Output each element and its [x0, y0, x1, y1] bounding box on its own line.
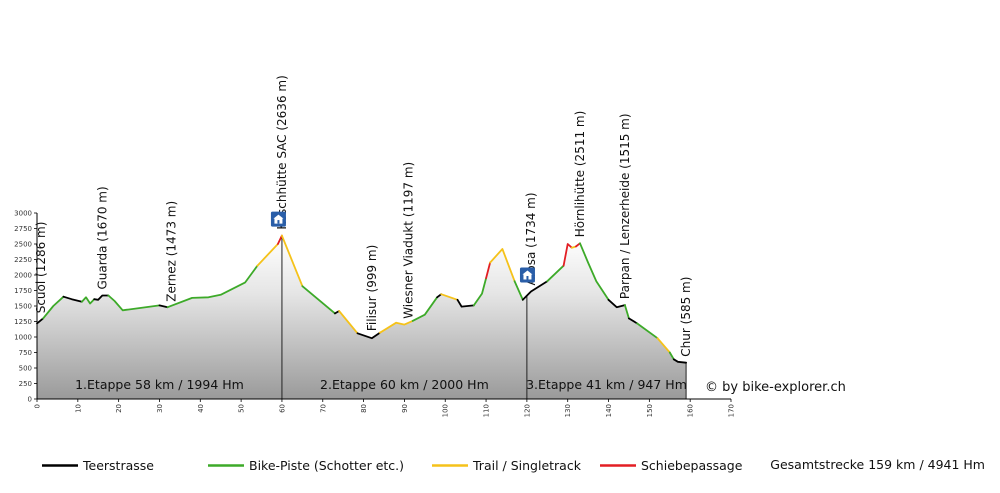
y-tick-label: 0	[28, 396, 32, 404]
stage-label: 2.Etappe 60 km / 2000 Hm	[320, 377, 489, 392]
profile-area-fill	[37, 235, 687, 399]
profile-segment-trail-singletrack	[656, 337, 671, 354]
stage-label: 1.Etappe 58 km / 1994 Hm	[75, 377, 244, 392]
x-tick-label: 70	[319, 404, 327, 413]
x-tick-label: 0	[34, 404, 42, 408]
x-tick-label: 90	[401, 404, 409, 413]
profile-segment-bike-piste-schotter-etc	[301, 285, 336, 315]
place-label-parpan-lenzerheide-1515-m: Parpan / Lenzerheide (1515 m)	[618, 113, 632, 299]
profile-segment-trail-singletrack	[338, 310, 359, 335]
place-label-keschhutte-sac-2636-m: Keschhütte SAC (2636 m)	[275, 75, 289, 229]
profile-segment-bike-piste-schotter-etc	[668, 351, 675, 361]
x-tick-label: 130	[564, 404, 572, 417]
profile-segment-teerstrasse	[158, 304, 169, 309]
y-tick-label: 3000	[14, 210, 32, 218]
legend: Teerstrasse Bike-Piste (Schotter etc.) Tra…	[42, 458, 743, 473]
x-tick-label: 40	[197, 404, 205, 413]
legend-label: Trail / Singletrack	[472, 458, 582, 473]
profile-segment-trail-singletrack	[256, 243, 279, 267]
legend-label: Bike-Piste (Schotter etc.)	[249, 458, 404, 473]
place-label-wiesner-viadukt-1197-m: Wiesner Viadukt (1197 m)	[401, 162, 415, 319]
legend-item-teerstrasse: Teerstrasse	[42, 458, 154, 473]
place-label-filisur-999-m: Filisur (999 m)	[365, 245, 379, 331]
profile-segment-schiebepassage	[562, 243, 573, 267]
x-tick-label: 110	[483, 404, 491, 417]
stage-label-layer: 1.Etappe 58 km / 1994 Hm 2.Etappe 60 km /…	[75, 377, 687, 392]
profile-segment-trail-singletrack	[280, 234, 304, 288]
profile-segment-bike-piste-schotter-etc	[166, 264, 259, 309]
x-tick-label: 50	[238, 404, 246, 413]
profile-segment-teerstrasse	[36, 317, 44, 325]
profile-segment-bike-piste-schotter-etc	[636, 322, 659, 340]
y-tick-label: 250	[19, 380, 32, 388]
profile-segment-bike-piste-schotter-etc	[411, 296, 439, 322]
profile-segment-bike-piste-schotter-etc	[107, 294, 161, 312]
profile-segment-teerstrasse	[456, 298, 475, 308]
x-tick-label: 140	[605, 404, 613, 417]
profile-segment-teerstrasse	[672, 358, 687, 364]
profile-segment-trail-singletrack	[489, 248, 516, 283]
x-tick-label: 160	[687, 404, 695, 417]
y-tick-label: 1500	[14, 303, 32, 311]
profile-segment-teerstrasse	[628, 317, 638, 325]
profile-segment-teerstrasse	[607, 298, 626, 309]
legend-label: Teerstrasse	[82, 458, 154, 473]
profile-area-layer	[37, 235, 687, 399]
profile-line-layer	[36, 234, 687, 364]
y-tick-label: 500	[19, 365, 32, 373]
place-label-guarda-1670-m: Guarda (1670 m)	[95, 186, 109, 289]
profile-segment-bike-piste-schotter-etc	[472, 277, 488, 307]
copyright-text: © by bike-explorer.ch	[705, 380, 846, 395]
profile-segment-schiebepassage	[485, 261, 492, 280]
x-tick-label: 170	[728, 404, 736, 417]
hut-icon	[270, 211, 286, 227]
profile-segment-schiebepassage	[276, 234, 283, 245]
profile-segment-bike-piste-schotter-etc	[81, 296, 96, 305]
y-tick-label: 2250	[14, 256, 32, 264]
stage-divider-layer	[281, 235, 687, 399]
axis-layer: 0 10 20 30 40 50 60 70 80 90 100 110 120 130 140 150 160…	[14, 210, 735, 418]
x-tick-label: 120	[523, 404, 531, 417]
x-tick-label: 80	[360, 404, 368, 413]
profile-segment-bike-piste-schotter-etc	[513, 280, 524, 301]
place-label-zernez-1473-m: Zernez (1473 m)	[165, 201, 179, 302]
hut-icon	[519, 267, 535, 283]
y-tick-label: 1250	[14, 318, 32, 326]
profile-segment-trail-singletrack	[440, 293, 459, 301]
total-distance-text: Gesamtstrecke 159 km / 4941 Hm	[770, 457, 985, 472]
profile-segment-bike-piste-schotter-etc	[42, 295, 65, 320]
place-annotation-layer: Scuol (1286 m) Guarda (1670 m) Zernez (147…	[34, 75, 693, 356]
x-tick-label: 10	[74, 404, 82, 413]
profile-segment-teerstrasse	[93, 294, 110, 301]
x-tick-label: 20	[115, 404, 123, 413]
profile-segment-trail-singletrack	[378, 319, 414, 334]
profile-segment-bike-piste-schotter-etc	[624, 304, 630, 320]
legend-item-trail-singletrack: Trail / Singletrack	[432, 458, 582, 473]
place-label-hornlihutte-2511-m: Hörnlihütte (2511 m)	[573, 111, 587, 238]
x-tick-label: 100	[442, 404, 450, 417]
place-label-scuol-1286-m: Scuol (1286 m)	[34, 222, 48, 314]
y-tick-label: 2750	[14, 225, 32, 233]
profile-segment-bike-piste-schotter-etc	[546, 264, 565, 283]
place-label-arosa-1734-m: Arosa (1734 m)	[524, 192, 538, 285]
x-tick-label: 60	[278, 404, 286, 413]
legend-label: Schiebepassage	[641, 458, 743, 473]
x-tick-label: 150	[646, 404, 654, 417]
profile-segment-teerstrasse	[356, 331, 381, 340]
stage-label: 3.Etappe 41 km / 947 Hm	[526, 377, 687, 392]
profile-segment-teerstrasse	[521, 280, 549, 301]
profile-segment-bike-piste-schotter-etc	[579, 242, 610, 301]
y-tick-label: 2000	[14, 272, 32, 280]
profile-segment-teerstrasse	[62, 295, 83, 303]
y-tick-label: 1000	[14, 334, 32, 342]
legend-item-bike-piste-schotter-etc: Bike-Piste (Schotter etc.)	[208, 458, 404, 473]
y-tick-label: 2500	[14, 241, 32, 249]
x-tick-label: 30	[156, 404, 164, 413]
place-label-chur-585-m: Chur (585 m)	[679, 277, 693, 357]
y-tick-label: 1750	[14, 287, 32, 295]
legend-item-schiebepassage: Schiebepassage	[600, 458, 743, 473]
y-tick-label: 750	[19, 349, 32, 357]
